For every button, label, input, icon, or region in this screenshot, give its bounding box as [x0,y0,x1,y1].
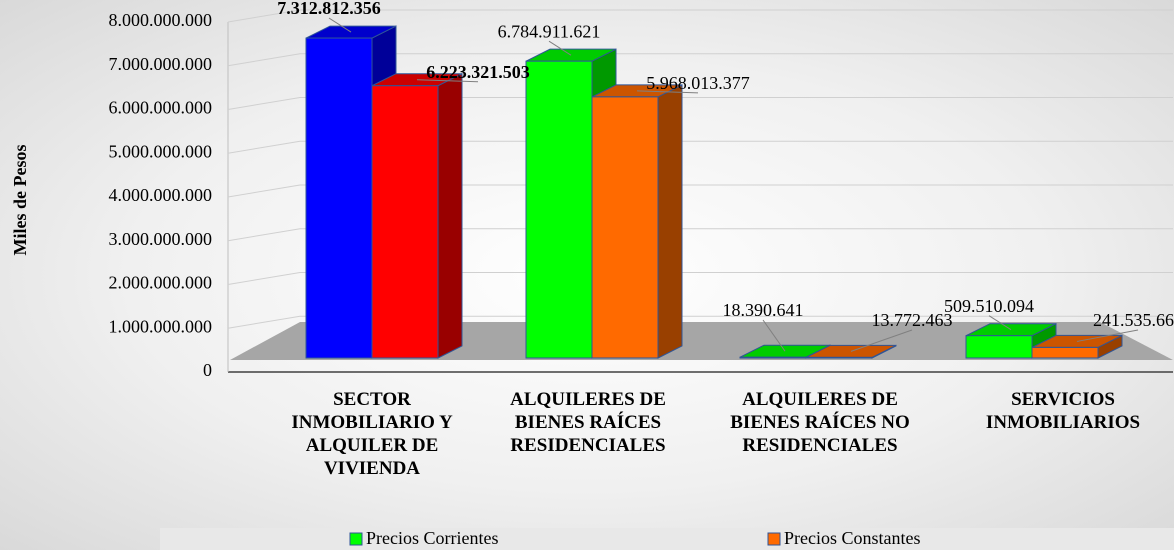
value-label: 6.223.321.503 [426,62,530,82]
bar [805,356,873,359]
x-tick-label: SERVICIOS INMOBILIARIOS [985,389,1141,433]
bar [371,85,439,359]
grid-line [227,315,1173,329]
y-tick-label: 5.000.000.000 [109,141,213,161]
legend-swatch [767,532,781,546]
leader-line [548,40,572,56]
value-label: 241.535.666 [1093,310,1174,330]
floor [230,322,1173,360]
leader-line [636,90,699,94]
grid-line [227,184,1173,198]
value-label: 13.772.463 [872,310,953,330]
value-label: 509.510.094 [944,296,1034,316]
y-tick-label: 2.000.000.000 [109,273,213,293]
leader-line [762,319,786,352]
value-label: 7.312.812.356 [277,0,381,18]
x-tick-label: SECTOR INMOBILIARIO Y ALQUILER DE VIVIEN… [291,389,453,479]
y-tick-label: 4.000.000.000 [109,185,213,205]
y-tick-label: 1.000.000.000 [109,316,213,336]
bar-side [437,72,463,359]
grid-line [227,9,1173,23]
x-tick-label: ALQUILERES DE BIENES RAÍCES NO RESIDENCI… [730,389,910,456]
legend-box [160,528,1174,550]
grid-line [227,97,1173,110]
bar [1031,346,1099,359]
leader-line [1076,329,1139,342]
y-tick-label: 3.000.000.000 [109,229,213,249]
legend-label: Precios Corrientes [366,528,498,548]
y-tick-label: 6.000.000.000 [109,98,213,118]
bar [965,335,1033,359]
bar-side [657,84,683,359]
leader-line [850,329,913,352]
grid-line [227,140,1173,154]
bar [305,37,373,359]
grid-line [227,272,1173,285]
bar [525,60,593,359]
leader-line [988,315,1012,331]
grid-line [227,53,1173,67]
leader-line [416,79,479,83]
y-tick-label: 7.000.000.000 [109,54,213,74]
value-label: 5.968.013.377 [646,73,750,93]
y-tick-label: 0 [203,360,212,380]
leader-line [328,17,352,33]
bar [739,356,807,359]
legend-swatch [349,532,363,546]
y-axis-title: Miles de Pesos [10,145,30,256]
grid-line [227,228,1173,242]
value-label: 18.390.641 [723,300,804,320]
bar [591,96,659,359]
y-tick-label: 8.000.000.000 [109,10,213,30]
x-tick-label: ALQUILERES DE BIENES RAÍCES RESIDENCIALE… [510,389,666,456]
legend-label: Precios Constantes [784,528,921,548]
value-label: 6.784.911.621 [498,21,601,41]
